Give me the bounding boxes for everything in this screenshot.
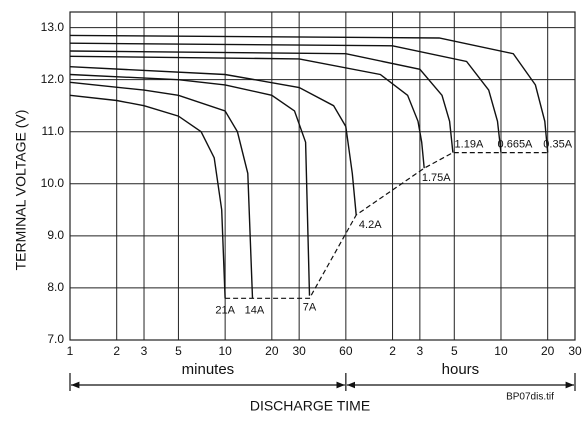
y-tick-label: 12.0 — [41, 72, 65, 86]
y-tick-label: 13.0 — [41, 20, 65, 34]
y-tick-label: 11.0 — [42, 124, 65, 138]
curve-label: 4.2A — [359, 219, 382, 231]
curve-label: 0.35A — [543, 138, 572, 150]
discharge-curve — [69, 50, 454, 153]
discharge-curve — [69, 42, 502, 153]
x-axis-label: DISCHARGE TIME — [250, 398, 370, 414]
x-tick-label: 10 — [218, 344, 232, 358]
curve-label: 7A — [303, 302, 317, 314]
curve-label: 0.665A — [498, 138, 534, 150]
range-label: hours — [442, 361, 480, 378]
discharge-curve — [69, 94, 226, 299]
source-label: BP07dis.tif — [506, 392, 554, 403]
x-tick-label: 10 — [494, 344, 508, 358]
y-axis-label: TERMINAL VOLTAGE (V) — [13, 110, 29, 271]
y-tick-label: 8.0 — [47, 280, 64, 294]
plot-frame — [69, 11, 576, 341]
x-tick-label: 5 — [451, 344, 458, 358]
discharge-curve — [69, 66, 357, 216]
discharge-curve — [69, 81, 254, 299]
x-tick-label: 3 — [141, 344, 148, 358]
discharge-curve — [69, 34, 549, 153]
x-tick-label: 5 — [175, 344, 182, 358]
discharge-curve — [69, 73, 311, 296]
range-label: minutes — [182, 361, 235, 378]
x-tick-label: 20 — [265, 344, 279, 358]
end-voltage-line — [225, 152, 548, 299]
x-tick-label: 30 — [568, 344, 582, 358]
discharge-curve — [69, 55, 425, 169]
y-tick-label: 10.0 — [41, 176, 65, 190]
y-tick-label: 9.0 — [47, 228, 64, 242]
x-tick-label: 1 — [67, 344, 74, 358]
curve-label: 21A — [215, 304, 235, 316]
curve-label: 14A — [245, 304, 265, 316]
x-tick-label: 60 — [339, 344, 353, 358]
curve-label: 1.19A — [455, 138, 484, 150]
x-tick-label: 3 — [417, 344, 424, 358]
curve-label: 1.75A — [422, 172, 451, 184]
x-tick-label: 2 — [389, 344, 396, 358]
x-tick-label: 2 — [113, 344, 120, 358]
x-tick-label: 20 — [541, 344, 555, 358]
x-tick-label: 30 — [292, 344, 306, 358]
y-tick-label: 7.0 — [47, 332, 64, 346]
